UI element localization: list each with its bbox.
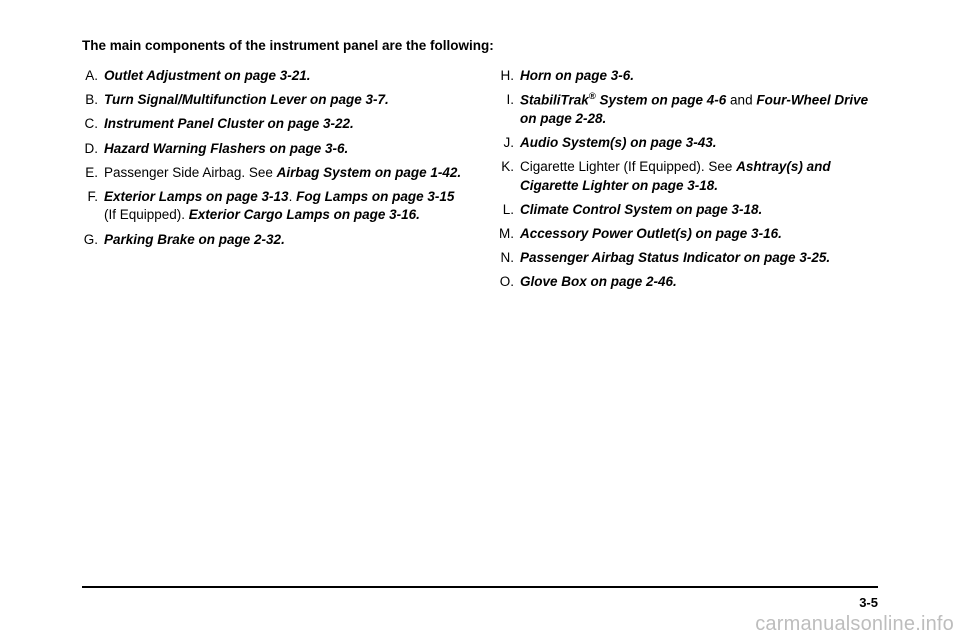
text-segment: Outlet Adjustment on page 3-21. — [104, 68, 311, 83]
text-segment: Parking Brake on page 2-32. — [104, 232, 285, 247]
text-segment: Audio System(s) on page 3-43. — [520, 135, 717, 150]
list-item: I.StabiliTrak® System on page 4-6 and Fo… — [498, 91, 878, 128]
page: The main components of the instrument pa… — [0, 0, 960, 298]
intro-text: The main components of the instrument pa… — [82, 38, 878, 53]
list-item: A.Outlet Adjustment on page 3-21. — [82, 67, 462, 85]
text-segment: ® — [589, 91, 596, 102]
item-body: StabiliTrak® System on page 4-6 and Four… — [520, 91, 878, 128]
item-letter: E. — [82, 164, 104, 182]
item-letter: B. — [82, 91, 104, 109]
item-letter: L. — [498, 201, 520, 219]
list-item: H.Horn on page 3-6. — [498, 67, 878, 85]
list-item: L.Climate Control System on page 3-18. — [498, 201, 878, 219]
text-segment: Turn Signal/Multifunction Lever on page … — [104, 92, 389, 107]
footer-rule — [82, 586, 878, 588]
item-letter: D. — [82, 140, 104, 158]
item-letter: M. — [498, 225, 520, 243]
item-body: Audio System(s) on page 3-43. — [520, 134, 878, 152]
item-body: Cigarette Lighter (If Equipped). See Ash… — [520, 158, 878, 194]
list-item: C.Instrument Panel Cluster on page 3-22. — [82, 115, 462, 133]
list-item: O.Glove Box on page 2-46. — [498, 273, 878, 291]
left-column: A.Outlet Adjustment on page 3-21.B.Turn … — [82, 67, 462, 298]
text-segment: Accessory Power Outlet(s) on page 3-16. — [520, 226, 782, 241]
item-letter: K. — [498, 158, 520, 194]
item-body: Accessory Power Outlet(s) on page 3-16. — [520, 225, 878, 243]
item-letter: C. — [82, 115, 104, 133]
item-letter: I. — [498, 91, 520, 128]
text-segment: Horn on page 3-6. — [520, 68, 634, 83]
page-number: 3-5 — [859, 595, 878, 610]
watermark: carmanualsonline.info — [755, 613, 954, 636]
list-item: D.Hazard Warning Flashers on page 3-6. — [82, 140, 462, 158]
text-segment: Glove Box on page 2-46. — [520, 274, 677, 289]
item-body: Instrument Panel Cluster on page 3-22. — [104, 115, 462, 133]
item-letter: F. — [82, 188, 104, 224]
text-segment: Fog Lamps on page 3-15 — [296, 189, 454, 204]
text-segment: . — [289, 189, 297, 204]
item-letter: O. — [498, 273, 520, 291]
text-segment: Passenger Side Airbag. See — [104, 165, 277, 180]
list-item: F.Exterior Lamps on page 3-13. Fog Lamps… — [82, 188, 462, 224]
text-segment: Climate Control System on page 3-18. — [520, 202, 762, 217]
item-body: Hazard Warning Flashers on page 3-6. — [104, 140, 462, 158]
item-letter: H. — [498, 67, 520, 85]
item-body: Turn Signal/Multifunction Lever on page … — [104, 91, 462, 109]
list-item: M.Accessory Power Outlet(s) on page 3-16… — [498, 225, 878, 243]
text-segment: Instrument Panel Cluster on page 3-22. — [104, 116, 354, 131]
text-segment: System on page 4-6 — [596, 93, 727, 108]
item-letter: N. — [498, 249, 520, 267]
text-segment: and — [726, 93, 756, 108]
text-segment: Exterior Cargo Lamps on page 3-16. — [189, 207, 420, 222]
item-letter: A. — [82, 67, 104, 85]
item-letter: J. — [498, 134, 520, 152]
item-body: Parking Brake on page 2-32. — [104, 231, 462, 249]
item-body: Exterior Lamps on page 3-13. Fog Lamps o… — [104, 188, 462, 224]
item-body: Passenger Side Airbag. See Airbag System… — [104, 164, 462, 182]
item-body: Horn on page 3-6. — [520, 67, 878, 85]
text-segment: Hazard Warning Flashers on page 3-6. — [104, 141, 348, 156]
list-item: J.Audio System(s) on page 3-43. — [498, 134, 878, 152]
text-segment: Cigarette Lighter (If Equipped). See — [520, 159, 736, 174]
text-segment: (If Equipped). — [104, 207, 189, 222]
item-body: Climate Control System on page 3-18. — [520, 201, 878, 219]
item-body: Passenger Airbag Status Indicator on pag… — [520, 249, 878, 267]
item-letter: G. — [82, 231, 104, 249]
list-item: G.Parking Brake on page 2-32. — [82, 231, 462, 249]
list-item: E.Passenger Side Airbag. See Airbag Syst… — [82, 164, 462, 182]
item-body: Glove Box on page 2-46. — [520, 273, 878, 291]
text-segment: Exterior Lamps on page 3-13 — [104, 189, 289, 204]
list-item: K.Cigarette Lighter (If Equipped). See A… — [498, 158, 878, 194]
text-segment: Airbag System on page 1-42. — [277, 165, 462, 180]
columns: A.Outlet Adjustment on page 3-21.B.Turn … — [82, 67, 878, 298]
right-column: H.Horn on page 3-6.I.StabiliTrak® System… — [498, 67, 878, 298]
list-item: N.Passenger Airbag Status Indicator on p… — [498, 249, 878, 267]
text-segment: StabiliTrak — [520, 93, 589, 108]
list-item: B.Turn Signal/Multifunction Lever on pag… — [82, 91, 462, 109]
text-segment: Passenger Airbag Status Indicator on pag… — [520, 250, 830, 265]
item-body: Outlet Adjustment on page 3-21. — [104, 67, 462, 85]
